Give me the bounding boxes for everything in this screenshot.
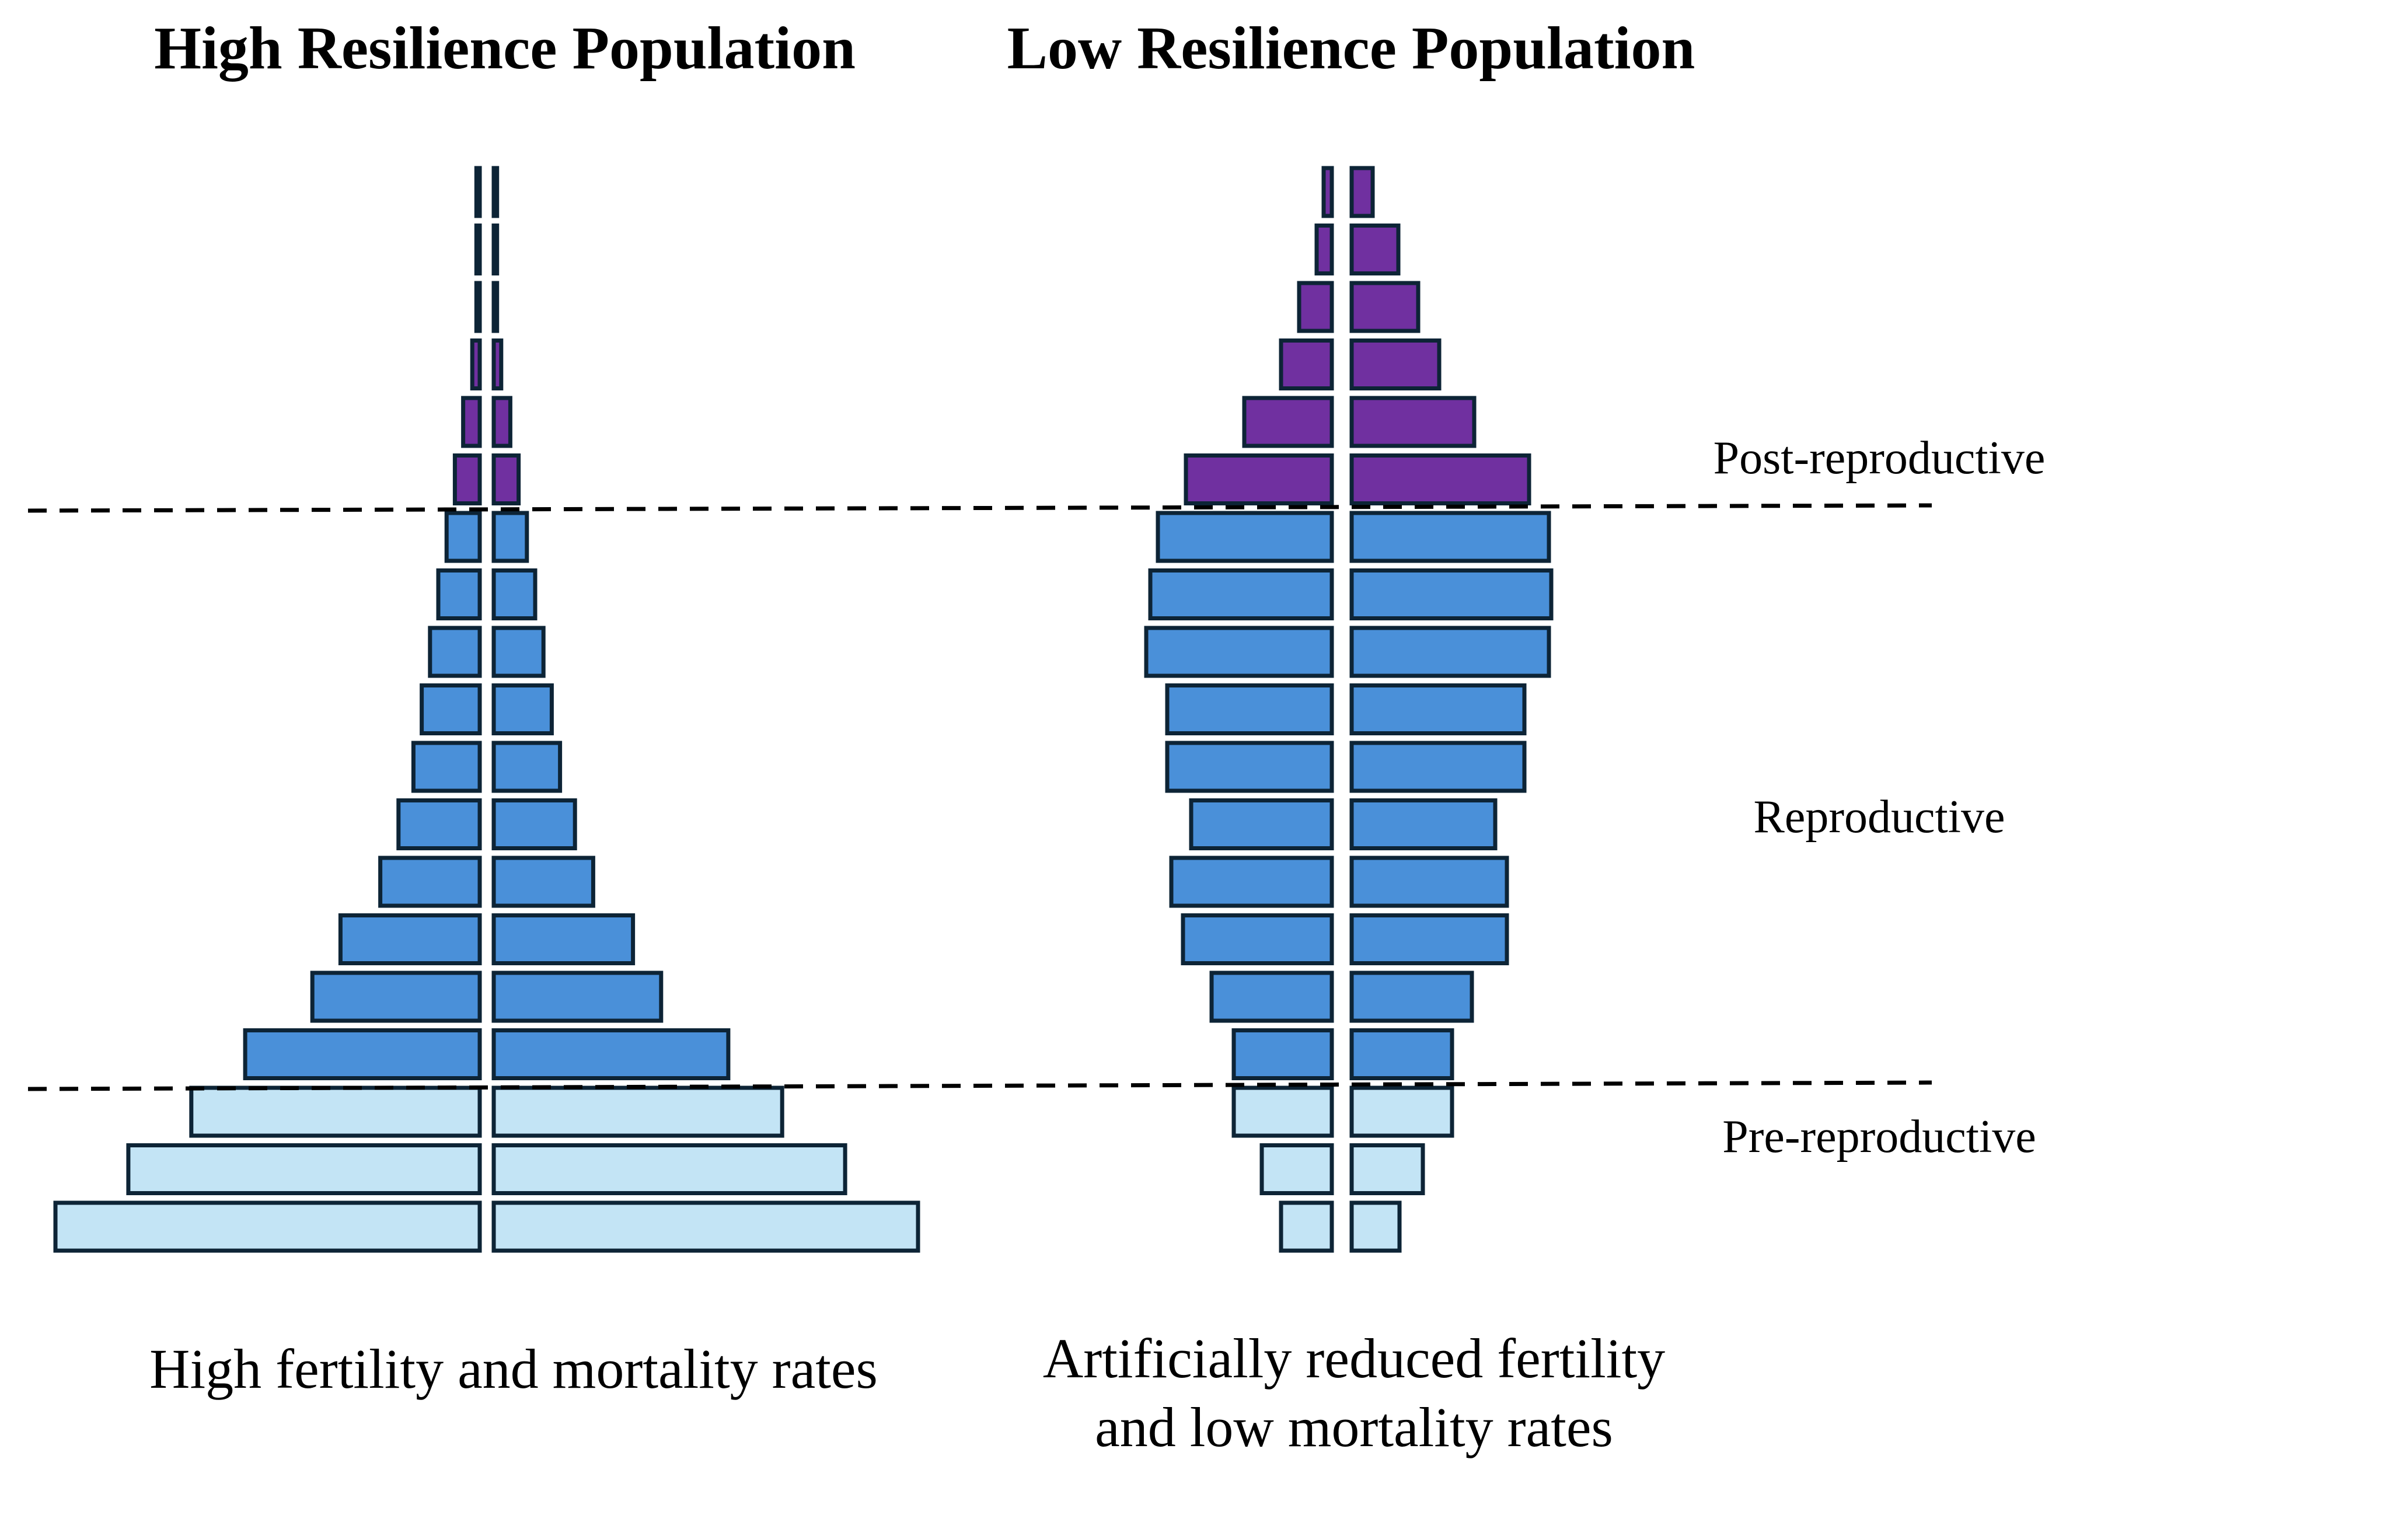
bar-low-left-6	[1156, 511, 1334, 563]
bar-low-left-0	[1321, 166, 1334, 218]
bar-low-left-1	[1314, 224, 1334, 275]
bar-high-right-3	[491, 338, 504, 390]
bar-high-right-5	[491, 453, 521, 505]
bar-high-right-17	[491, 1143, 847, 1195]
high-resilience-bars	[53, 166, 920, 1253]
bar-high-right-18	[491, 1200, 920, 1253]
low-resilience-bars	[1144, 166, 1554, 1253]
bar-high-right-15	[491, 1028, 731, 1080]
bar-high-left-11	[396, 798, 482, 850]
bar-low-right-9	[1349, 683, 1527, 735]
bar-high-left-12	[378, 856, 482, 908]
caption-low-resilience-line-2: and low mortality rates	[1095, 1396, 1613, 1458]
bar-low-right-17	[1349, 1143, 1425, 1195]
bar-low-left-8	[1144, 626, 1334, 678]
bar-low-right-18	[1349, 1200, 1402, 1253]
bar-low-left-10	[1165, 741, 1334, 793]
bar-high-left-6	[444, 511, 482, 563]
bar-low-left-17	[1259, 1143, 1334, 1195]
bar-high-left-4	[461, 396, 482, 448]
bar-high-left-17	[126, 1143, 482, 1195]
bar-high-left-5	[452, 453, 482, 505]
bar-low-right-6	[1349, 511, 1551, 563]
bar-low-left-14	[1209, 971, 1334, 1023]
bar-low-right-11	[1349, 798, 1498, 850]
bar-high-right-10	[491, 741, 563, 793]
pre-reproductive-divider	[27, 1080, 1932, 1091]
bar-low-left-9	[1165, 683, 1334, 735]
title-high-resilience: High Resilience Population	[154, 15, 856, 82]
bar-low-right-7	[1349, 568, 1554, 620]
bar-high-left-14	[310, 971, 482, 1023]
bar-low-right-2	[1349, 281, 1421, 333]
bar-low-right-10	[1349, 741, 1527, 793]
bar-high-right-9	[491, 683, 554, 735]
bar-high-right-1	[491, 224, 500, 275]
bar-low-left-3	[1279, 338, 1334, 390]
bar-low-right-1	[1349, 224, 1401, 275]
bar-high-left-15	[243, 1028, 482, 1080]
bar-high-right-16	[491, 1085, 784, 1138]
bar-high-right-12	[491, 856, 595, 908]
bar-high-left-18	[53, 1200, 482, 1253]
bar-high-left-1	[474, 224, 482, 275]
bar-low-left-12	[1169, 856, 1334, 908]
bar-low-right-13	[1349, 913, 1509, 965]
bar-low-right-16	[1349, 1085, 1454, 1138]
bar-high-right-2	[491, 281, 500, 333]
caption-low-resilience-line-1: Artificially reduced fertility	[1042, 1327, 1666, 1390]
bar-high-right-11	[491, 798, 577, 850]
stage-label-post-reproductive: Post-reproductive	[1713, 432, 2046, 484]
bar-low-left-5	[1184, 453, 1334, 505]
bar-high-left-3	[470, 338, 482, 390]
bar-high-right-6	[491, 511, 529, 563]
bar-low-left-13	[1181, 913, 1334, 965]
bar-high-right-14	[491, 971, 664, 1023]
bar-low-left-16	[1231, 1085, 1334, 1138]
bar-low-right-8	[1349, 626, 1551, 678]
bar-low-left-2	[1297, 281, 1334, 333]
bar-high-left-0	[474, 166, 482, 218]
bar-high-left-9	[420, 683, 482, 735]
bar-high-left-16	[189, 1085, 482, 1138]
bar-low-right-5	[1349, 453, 1531, 505]
bar-low-right-0	[1349, 166, 1375, 218]
bar-low-left-18	[1279, 1200, 1334, 1253]
bar-low-left-15	[1231, 1028, 1334, 1080]
bar-high-left-2	[474, 281, 482, 333]
stage-label-pre-reproductive: Pre-reproductive	[1722, 1111, 2036, 1163]
stage-label-reproductive: Reproductive	[1753, 791, 2005, 843]
bar-high-left-13	[338, 913, 482, 965]
bar-low-right-12	[1349, 856, 1509, 908]
caption-high-resilience: High fertility and mortality rates	[149, 1338, 878, 1400]
bar-high-left-8	[428, 626, 482, 678]
bar-low-left-7	[1148, 568, 1334, 620]
bar-high-right-0	[491, 166, 500, 218]
bar-low-right-15	[1349, 1028, 1454, 1080]
bar-low-right-4	[1349, 396, 1477, 448]
post-reproductive-divider	[27, 503, 1932, 513]
bar-high-left-10	[411, 741, 482, 793]
title-low-resilience: Low Resilience Population	[1007, 15, 1695, 82]
bar-low-left-11	[1189, 798, 1334, 850]
bar-high-right-7	[491, 568, 538, 620]
bar-low-right-14	[1349, 971, 1474, 1023]
bar-high-left-7	[436, 568, 482, 620]
bar-low-left-4	[1242, 396, 1334, 448]
bar-high-right-8	[491, 626, 546, 678]
bar-low-right-3	[1349, 338, 1442, 390]
bar-high-right-4	[491, 396, 512, 448]
bar-high-right-13	[491, 913, 636, 965]
